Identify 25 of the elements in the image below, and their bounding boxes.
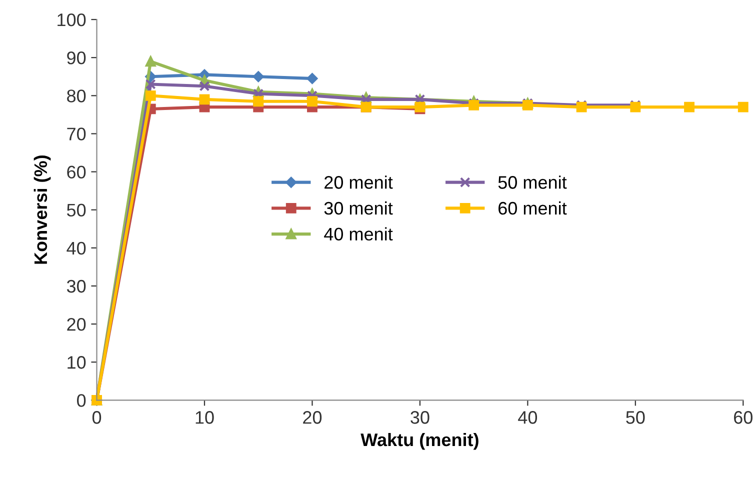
x-axis-title: Waktu (menit) (360, 432, 478, 450)
x-tick-label: 10 (196, 411, 214, 424)
y-tick-label: 30 (66, 280, 86, 293)
y-tick-label: 0 (77, 394, 86, 407)
legend-label: 60 menit (498, 201, 567, 215)
legend-label: 30 menit (324, 201, 393, 215)
y-tick-label: 40 (66, 242, 86, 255)
y-tick-label: 50 (66, 204, 86, 217)
y-axis-title: Konversi (%) (34, 156, 51, 264)
x-tick-label: 40 (518, 411, 538, 424)
x-tick-label: 60 (734, 411, 752, 424)
y-tick-label: 90 (67, 52, 86, 64)
x-tick-label: 30 (410, 411, 430, 424)
y-tick-label: 80 (67, 90, 86, 102)
y-tick-label: 70 (67, 128, 86, 140)
legend-label: 40 menit (324, 227, 393, 241)
x-tick-label: 0 (92, 411, 102, 424)
legend-label: 50 menit (498, 176, 567, 189)
x-tick-label: 20 (303, 411, 322, 424)
legend-label: 20 menit (324, 176, 393, 189)
y-tick-label: 20 (67, 318, 86, 331)
x-tick-label: 50 (626, 411, 645, 424)
y-tick-label: 10 (68, 356, 86, 369)
y-tick-label: 100 (58, 13, 86, 26)
y-tick-label: 60 (67, 166, 86, 178)
